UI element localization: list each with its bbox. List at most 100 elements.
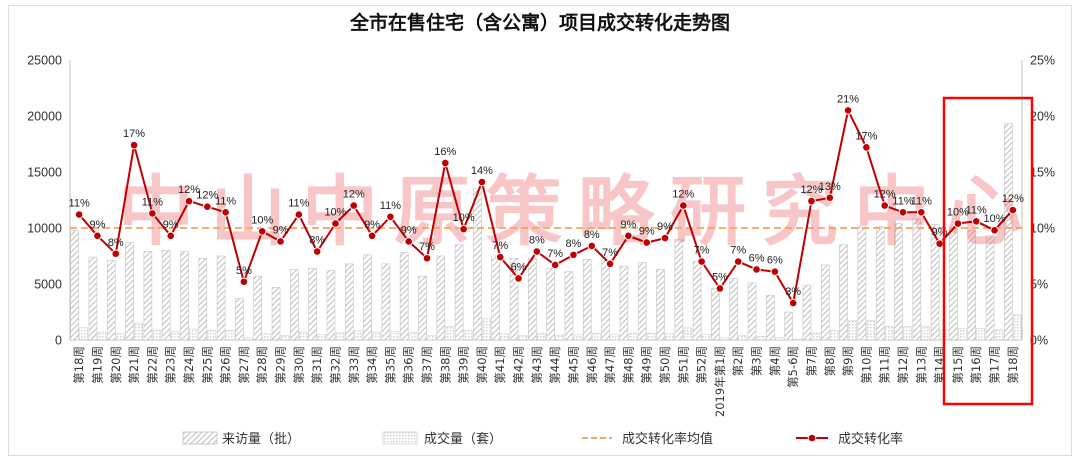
deals-bar <box>537 333 546 341</box>
rate-data-label: 8% <box>584 229 600 241</box>
deals-bar <box>555 334 564 341</box>
rate-data-label: 12% <box>800 184 822 196</box>
visits-bar <box>930 224 940 341</box>
y-left-tick-label: 15000 <box>27 166 62 180</box>
rate-data-label: 10% <box>324 207 346 219</box>
rate-line <box>78 109 1014 304</box>
visits-bar <box>912 218 922 341</box>
rate-data-label: 7% <box>547 248 563 260</box>
visits-bar <box>985 235 995 341</box>
rate-point <box>1008 205 1018 215</box>
rate-point <box>74 210 84 219</box>
x-tick-label: 第36周 <box>402 346 416 384</box>
rate-point <box>660 233 670 243</box>
rate-data-label: 3% <box>785 286 801 298</box>
y-left-tick-label: 20000 <box>27 110 62 124</box>
visits-bar <box>180 251 189 341</box>
x-tick-label: 第32周 <box>329 346 343 384</box>
y-left-tick-label: 5000 <box>34 278 62 292</box>
highlight-box <box>942 96 1034 406</box>
deals-bar <box>903 326 912 341</box>
rate-point <box>733 257 743 266</box>
rate-point <box>843 106 853 115</box>
x-tick-label: 第17周 <box>988 346 1002 384</box>
rate-data-label: 9% <box>620 219 636 231</box>
watermark-text: 中山中原策略研究中心 <box>118 167 1038 256</box>
legend-deals-swatch <box>382 431 418 445</box>
rate-data-label: 9% <box>657 221 673 233</box>
x-tick-label: 第2周 <box>731 346 745 376</box>
legend-deals-label: 成交量（套） <box>424 431 502 447</box>
deals-bar <box>225 330 235 341</box>
rate-data-label: 11% <box>911 195 932 207</box>
rate-point <box>752 265 761 274</box>
visits-bar <box>454 244 464 341</box>
x-tick-label: 第5-6周 <box>786 346 800 388</box>
rate-point <box>477 177 487 187</box>
x-tick-label: 第4周 <box>768 346 782 376</box>
deals-bar <box>756 336 766 341</box>
x-tick-label: 第13周 <box>914 346 928 384</box>
visits-bar <box>125 242 134 341</box>
visits-bar <box>290 269 299 341</box>
deals-bar <box>884 326 894 341</box>
deals-bar <box>189 328 198 341</box>
rate-data-label: 11% <box>380 200 401 212</box>
rate-point <box>331 219 340 228</box>
rate-point <box>715 284 725 293</box>
rate-point <box>459 224 468 234</box>
deals-bar <box>1013 314 1022 341</box>
rate-point <box>184 196 194 206</box>
visits-bar <box>656 269 665 341</box>
deals-bar <box>665 333 674 341</box>
legend-visits-label: 来访量（批） <box>222 432 300 447</box>
x-tick-label: 第12周 <box>896 346 910 384</box>
rate-point <box>642 238 651 247</box>
legend-visits-swatch <box>182 431 218 445</box>
x-tick-label: 第19周 <box>91 346 105 384</box>
rate-point <box>971 216 981 226</box>
rate-point <box>312 247 322 256</box>
x-tick-label: 第8周 <box>823 346 837 376</box>
rate-point <box>880 201 889 210</box>
x-tick-label: 第18周 <box>1006 346 1020 384</box>
rate-point <box>550 260 560 270</box>
deals-bar <box>921 325 931 341</box>
x-tick-label: 第25周 <box>200 346 214 384</box>
rate-data-label: 10% <box>984 213 1006 225</box>
visits-bar <box>198 257 208 341</box>
deals-bar <box>610 334 619 341</box>
visits-bar <box>582 259 592 341</box>
deals-bar <box>701 334 711 341</box>
x-tick-label: 第34周 <box>365 346 379 384</box>
deals-bar <box>372 331 381 341</box>
rate-point <box>404 237 413 246</box>
deals-bar <box>207 329 217 341</box>
rate-data-label: 12% <box>178 184 200 196</box>
rate-data-label: 8% <box>309 235 325 247</box>
rate-data-labels: 11%9%8%17%11%9%12%12%11%5%10%9%11%8%10%1… <box>69 93 1025 298</box>
visits-bar <box>235 298 244 341</box>
rate-point <box>532 247 542 256</box>
x-tick-label: 第35周 <box>383 346 397 384</box>
rate-data-label: 7% <box>730 245 746 257</box>
visits-bar <box>692 261 702 341</box>
deals-bar <box>738 335 748 341</box>
x-tick-label: 第50周 <box>658 346 672 384</box>
rate-data-label: 8% <box>529 235 545 247</box>
x-tick-label: 第3周 <box>750 346 764 376</box>
rate-point <box>825 193 835 203</box>
x-tick-label: 第28周 <box>255 346 269 384</box>
bar-series <box>70 123 1022 341</box>
rate-point <box>679 201 688 210</box>
deals-bar <box>720 337 729 341</box>
x-tick-label: 第7周 <box>805 346 819 376</box>
visits-bar <box>766 294 775 341</box>
visits-bar <box>363 254 372 341</box>
deals-bar <box>280 335 290 341</box>
rate-series <box>78 109 1014 304</box>
x-tick-label: 第11周 <box>878 346 892 384</box>
deals-bar <box>573 334 583 341</box>
rate-data-label: 12% <box>874 189 896 201</box>
y-right-tick-label: 10% <box>1030 222 1055 236</box>
